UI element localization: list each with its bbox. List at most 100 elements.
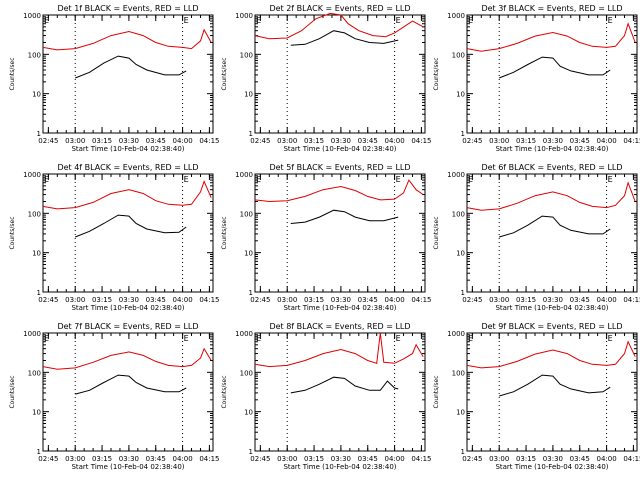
x-tick-label: 02:45	[462, 296, 482, 304]
x-axis-label: Start Time (10-Feb-04 02:38:40)	[71, 463, 184, 471]
events-series-line	[75, 374, 187, 395]
events-series-line	[75, 214, 187, 238]
lld-series-line	[466, 340, 636, 369]
plot-frame	[42, 332, 214, 452]
x-tick-label: 04:00	[596, 455, 616, 463]
x-tick-label: 03:45	[570, 455, 590, 463]
plot-frame	[42, 14, 214, 134]
panel-title: Det 9f BLACK = Events, RED = LLD	[481, 322, 622, 331]
y-tick-label: 100	[240, 369, 253, 377]
time-marker-letter: E	[256, 334, 261, 343]
time-marker-letter: E	[468, 16, 473, 25]
x-tick-label: 04:15	[199, 455, 219, 463]
x-tick-label: 03:15	[304, 137, 324, 145]
y-tick-label: 10	[244, 91, 253, 99]
y-axis-label: Counts/sec	[433, 57, 440, 90]
time-marker-letter: E	[396, 16, 401, 25]
x-tick-label: 02:45	[38, 296, 58, 304]
x-tick-label: 04:15	[623, 455, 640, 463]
x-tick-label: 03:30	[119, 455, 139, 463]
x-tick-label: 04:00	[384, 137, 404, 145]
x-tick-label: 03:45	[146, 137, 166, 145]
x-tick-label: 02:45	[38, 455, 58, 463]
x-tick-label: 04:00	[172, 296, 192, 304]
x-tick-label: 03:15	[516, 296, 536, 304]
x-tick-label: 03:00	[65, 137, 85, 145]
x-tick-label: 03:00	[489, 296, 509, 304]
plot-frame	[466, 173, 638, 293]
x-tick-label: 04:00	[384, 455, 404, 463]
panel-title: Det 3f BLACK = Events, RED = LLD	[481, 4, 622, 13]
x-axis-label: Start Time (10-Feb-04 02:38:40)	[71, 145, 184, 153]
x-axis-label: Start Time (10-Feb-04 02:38:40)	[283, 304, 396, 312]
y-tick-label: 1000	[447, 171, 465, 179]
events-series-line	[499, 215, 611, 238]
x-tick-label: 03:15	[92, 137, 112, 145]
x-tick-label: 03:45	[146, 455, 166, 463]
y-tick-label: 10	[32, 250, 41, 258]
x-tick-label: 04:15	[411, 455, 431, 463]
time-marker-letter: E	[44, 334, 49, 343]
y-tick-label: 1000	[447, 12, 465, 20]
time-marker-letter: E	[396, 175, 401, 184]
y-tick-label: 100	[240, 210, 253, 218]
panel-title: Det 8f BLACK = Events, RED = LLD	[269, 322, 410, 331]
x-tick-label: 03:00	[489, 137, 509, 145]
time-marker-letter: E	[184, 175, 189, 184]
panel-title: Det 4f BLACK = Events, RED = LLD	[57, 163, 198, 172]
y-axis-label: Counts/sec	[221, 216, 228, 249]
x-axis-label: Start Time (10-Feb-04 02:38:40)	[71, 304, 184, 312]
lld-series-line	[466, 181, 636, 211]
plot-frame	[466, 332, 638, 452]
x-tick-label: 02:45	[462, 137, 482, 145]
x-tick-label: 03:00	[277, 455, 297, 463]
x-tick-label: 04:00	[596, 137, 616, 145]
x-tick-label: 04:15	[411, 296, 431, 304]
y-tick-label: 1	[37, 289, 41, 297]
panel-title: Det 1f BLACK = Events, RED = LLD	[57, 4, 198, 13]
y-tick-label: 10	[456, 91, 465, 99]
y-tick-label: 10	[244, 250, 253, 258]
lld-series-line	[254, 12, 424, 40]
y-tick-label: 1	[461, 289, 465, 297]
x-tick-label: 03:15	[304, 455, 324, 463]
y-tick-label: 10	[456, 409, 465, 417]
x-tick-label: 03:45	[358, 137, 378, 145]
y-tick-label: 1	[461, 448, 465, 456]
x-tick-label: 03:45	[570, 296, 590, 304]
plot-frame	[254, 14, 426, 134]
y-axis-label: Counts/sec	[221, 57, 228, 90]
x-tick-label: 03:45	[358, 455, 378, 463]
time-marker-letter: E	[608, 175, 613, 184]
time-marker-letter: E	[608, 334, 613, 343]
x-tick-label: 04:15	[411, 137, 431, 145]
x-tick-label: 02:45	[250, 455, 270, 463]
panel-title: Det 7f BLACK = Events, RED = LLD	[57, 322, 198, 331]
lld-series-line	[42, 180, 212, 210]
y-tick-label: 100	[28, 210, 41, 218]
lld-series-line	[42, 28, 212, 51]
time-marker-letter: E	[184, 16, 189, 25]
panel-title: Det 5f BLACK = Events, RED = LLD	[269, 163, 410, 172]
x-tick-label: 03:00	[277, 137, 297, 145]
y-axis-label: Counts/sec	[9, 57, 16, 90]
time-marker-letter: E	[256, 16, 261, 25]
x-tick-label: 04:00	[384, 296, 404, 304]
y-tick-label: 10	[456, 250, 465, 258]
x-tick-label: 03:30	[331, 455, 351, 463]
x-tick-label: 03:30	[543, 455, 563, 463]
x-tick-label: 03:45	[146, 296, 166, 304]
y-tick-label: 1000	[23, 330, 41, 338]
x-axis-label: Start Time (10-Feb-04 02:38:40)	[283, 145, 396, 153]
x-tick-label: 03:15	[92, 296, 112, 304]
x-axis-label: Start Time (10-Feb-04 02:38:40)	[495, 463, 608, 471]
time-marker-letter: E	[44, 16, 49, 25]
y-tick-label: 100	[240, 51, 253, 59]
x-tick-label: 03:15	[304, 296, 324, 304]
y-axis-label: Counts/sec	[433, 216, 440, 249]
panel-title: Det 6f BLACK = Events, RED = LLD	[481, 163, 622, 172]
events-series-line	[290, 30, 399, 46]
events-series-line	[499, 374, 611, 397]
lld-series-line	[254, 332, 424, 368]
